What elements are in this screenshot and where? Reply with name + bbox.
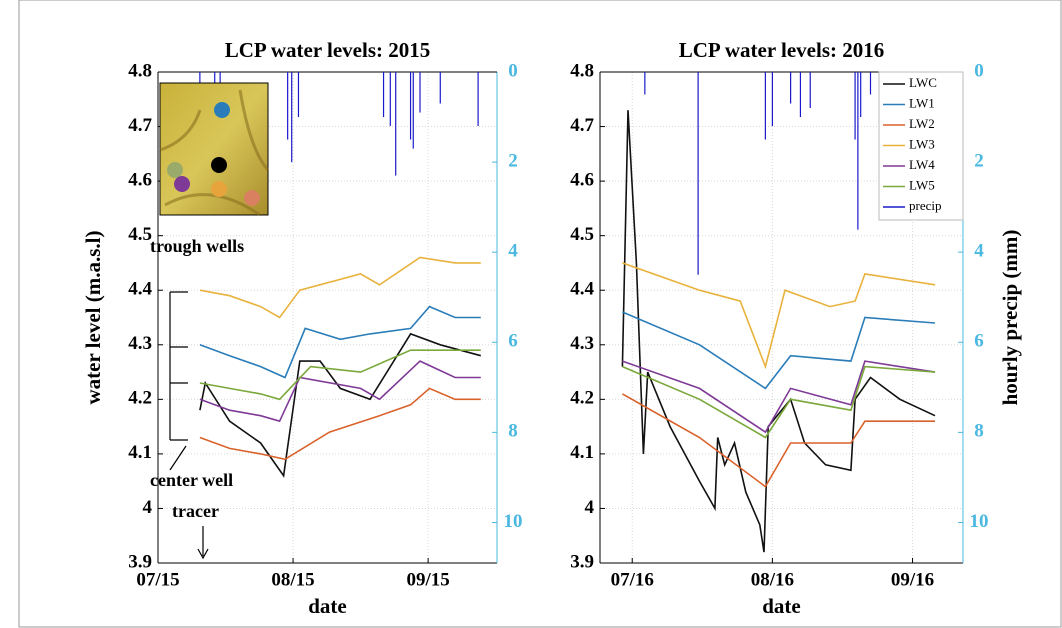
y-tick-label: 4.4 — [570, 279, 594, 300]
y-tick-label: 4.8 — [128, 60, 152, 81]
y-tick-label: 4.1 — [128, 442, 152, 463]
x-tick-label: 07/16 — [611, 569, 654, 590]
legend-label: LW1 — [909, 95, 935, 110]
series-line — [199, 305, 481, 379]
annotation: trough wells — [150, 236, 244, 256]
series-line — [199, 256, 481, 319]
annotation-brackets — [169, 291, 209, 560]
y-tick-label: 3.9 — [570, 551, 594, 572]
y2-tick-label: 10 — [970, 511, 989, 532]
y-tick-label: 4.5 — [570, 224, 594, 245]
y-tick-label: 4.1 — [570, 442, 594, 463]
series-line — [621, 110, 936, 553]
annotation: center well — [150, 470, 233, 490]
x-tick-label: 08/16 — [751, 569, 794, 590]
series-line — [622, 365, 936, 439]
center-pointer — [169, 445, 187, 471]
site-map — [159, 82, 270, 217]
well-lw1 — [214, 102, 230, 118]
well-lw5 — [167, 162, 183, 178]
y2-tick-label: 8 — [508, 421, 518, 442]
well-lw2 — [244, 190, 260, 206]
series-line — [199, 387, 481, 461]
well-lwc — [211, 157, 227, 173]
chart-title: LCP water levels: 2015 — [225, 38, 431, 62]
well-lw3 — [211, 181, 227, 197]
x-axis-label: date — [308, 594, 347, 618]
y-tick-label: 4.3 — [570, 333, 594, 354]
y2-tick-label: 10 — [504, 511, 523, 532]
series-line — [199, 332, 482, 478]
y2-tick-label: 2 — [508, 150, 518, 171]
chart-title: LCP water levels: 2016 — [679, 38, 885, 62]
y2-tick-label: 6 — [508, 331, 518, 352]
y-tick-label: 4.7 — [570, 115, 594, 136]
y2-tick-label: 4 — [974, 241, 984, 262]
tracer-arrow — [197, 526, 209, 560]
x-tick-label: 09/16 — [891, 569, 934, 590]
y2-axis-label: hourly precip (mm) — [998, 230, 1022, 406]
y-tick-label: 4.2 — [128, 388, 152, 409]
legend-label: LW5 — [909, 177, 935, 192]
x-axis-label: date — [762, 594, 801, 618]
legend-label: precip — [909, 198, 941, 213]
legend-label: LW3 — [909, 136, 935, 151]
x-tick-label: 07/15 — [136, 569, 179, 590]
y2-tick-label: 8 — [974, 421, 984, 442]
legend-label: LW4 — [909, 157, 935, 172]
frame — [18, 0, 1062, 628]
series-line — [199, 349, 481, 401]
y2-tick-label: 2 — [974, 150, 984, 171]
panel: 3.9 4 4.1 4.2 4.3 4.4 4.5 4.6 4.7 4.8 07/15 08/15 09… — [81, 38, 523, 618]
y-tick-label: 4.4 — [128, 279, 152, 300]
well-lw4 — [174, 176, 190, 192]
y-tick-label: 4.6 — [128, 169, 152, 190]
y-tick-label: 4.2 — [570, 388, 594, 409]
y-tick-label: 3.9 — [128, 551, 152, 572]
y-tick-label: 4 — [143, 497, 153, 518]
y-axis-label: water level (m.a.s.l) — [81, 231, 105, 405]
y2-tick-label: 0 — [508, 60, 518, 81]
map-relief — [159, 89, 270, 217]
y2-tick-label: 6 — [974, 331, 984, 352]
y2-tick-label: 0 — [974, 60, 984, 81]
x-tick-label: 08/15 — [271, 569, 314, 590]
series-line — [199, 360, 481, 423]
y-tick-label: 4.3 — [128, 333, 152, 354]
series-line — [622, 262, 936, 370]
legend-label: LWC — [909, 75, 937, 90]
trough-bracket — [169, 291, 188, 441]
series-line — [622, 311, 936, 390]
y-tick-label: 4.5 — [128, 224, 152, 245]
series-line — [622, 360, 936, 434]
y-tick-label: 4.7 — [128, 115, 152, 136]
panel: 3.9 4 4.1 4.2 4.3 4.4 4.5 4.6 4.7 4.8 07/16 08/16 09… — [570, 38, 1022, 618]
series-line — [622, 393, 935, 488]
y-tick-label: 4 — [585, 497, 595, 518]
y-tick-label: 4.6 — [570, 169, 594, 190]
annotation: tracer — [172, 501, 219, 521]
y2-tick-label: 4 — [508, 241, 518, 262]
y-tick-label: 4.8 — [570, 60, 594, 81]
legend-label: LW2 — [909, 116, 935, 131]
x-tick-label: 09/15 — [406, 569, 449, 590]
